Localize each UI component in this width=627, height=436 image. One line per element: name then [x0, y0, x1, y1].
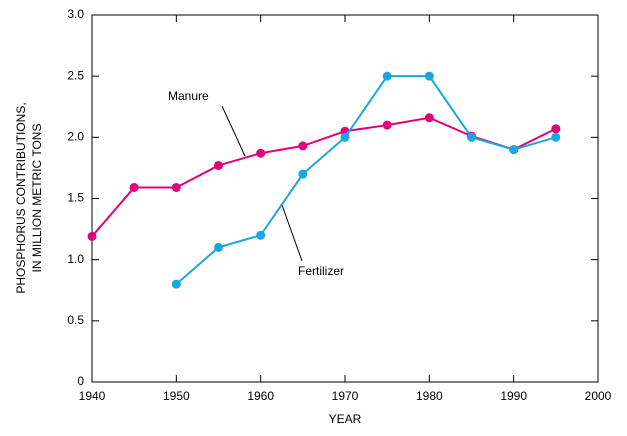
data-point — [382, 120, 392, 130]
data-point — [551, 124, 561, 134]
y-tick-label: 0 — [77, 374, 84, 388]
data-point — [298, 169, 308, 179]
y-tick-label: 0.5 — [67, 313, 84, 327]
data-point — [87, 231, 97, 241]
x-tick-label: 2000 — [585, 389, 612, 403]
data-point — [509, 145, 519, 155]
data-point — [171, 182, 181, 192]
x-tick-label: 1960 — [247, 389, 274, 403]
y-axis-label: IN MILLION METRIC TONS — [30, 124, 44, 273]
x-tick-label: 1990 — [500, 389, 527, 403]
plot-frame — [91, 14, 599, 383]
data-point — [424, 71, 434, 81]
data-point — [382, 71, 392, 81]
data-point — [424, 113, 434, 123]
series-line — [91, 116, 557, 238]
data-point — [256, 230, 266, 240]
x-tick-label: 1970 — [332, 389, 359, 403]
leader-line — [281, 204, 303, 262]
series-label: Manure — [168, 89, 209, 103]
data-point — [551, 132, 561, 142]
leader-line — [221, 105, 246, 157]
y-tick-label: 3.0 — [67, 7, 84, 21]
data-point — [214, 242, 223, 252]
series-line — [175, 75, 557, 285]
y-tick-label: 1.5 — [67, 191, 84, 205]
data-point — [298, 141, 308, 151]
data-point — [171, 279, 181, 289]
y-tick-label: 2.5 — [67, 68, 84, 82]
x-tick-label: 1940 — [79, 389, 106, 403]
y-axis-label: PHOSPHORUS CONTRIBUTIONS, — [14, 102, 28, 293]
data-point — [129, 182, 139, 192]
data-point — [340, 132, 350, 142]
y-tick-label: 1.0 — [67, 252, 84, 266]
y-tick-label: 2.0 — [67, 130, 84, 144]
x-tick-label: 1950 — [163, 389, 190, 403]
x-axis-label: YEAR — [329, 412, 362, 426]
data-point — [214, 160, 223, 170]
series-label: Fertilizer — [298, 264, 344, 278]
data-point — [467, 132, 476, 142]
data-point — [256, 148, 266, 158]
x-tick-label: 1980 — [416, 389, 443, 403]
